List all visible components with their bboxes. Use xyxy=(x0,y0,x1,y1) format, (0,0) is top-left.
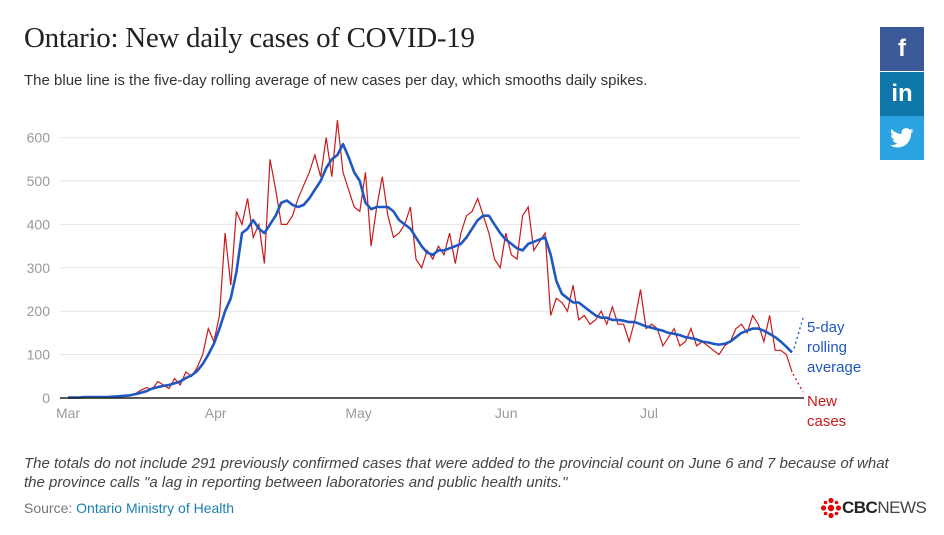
brand-light: NEWS xyxy=(877,498,927,517)
twitter-bird-icon xyxy=(890,128,914,148)
cbc-news-logo: CBCNEWS xyxy=(820,497,927,519)
x-tick-label: Jun xyxy=(495,405,518,421)
y-tick-label: 400 xyxy=(27,216,51,232)
facebook-icon: f xyxy=(898,35,906,62)
chart-subtitle: The blue line is the five-day rolling av… xyxy=(24,72,648,89)
covid-cases-line-chart: 0 100 200 300 400 500 600 Mar Apr May Jun Jul 5-da… xyxy=(27,120,861,430)
cbc-gem-icon xyxy=(820,497,842,519)
source-link[interactable]: Ontario Ministry of Health xyxy=(76,500,235,516)
facebook-share-button[interactable]: f xyxy=(880,27,924,71)
annotation-new-line2: cases xyxy=(807,413,846,430)
y-tick-label: 0 xyxy=(42,390,50,406)
y-tick-label: 500 xyxy=(27,173,51,189)
x-tick-label: May xyxy=(345,405,371,421)
x-tick-label: Mar xyxy=(56,405,80,421)
y-tick-label: 200 xyxy=(27,303,51,319)
series-line-new-cases xyxy=(68,120,793,399)
chart-title: Ontario: New daily cases of COVID-19 xyxy=(24,22,475,54)
y-tick-label: 600 xyxy=(27,130,51,146)
twitter-share-button[interactable] xyxy=(880,116,924,160)
grid-lines xyxy=(60,137,800,356)
annotation-avg-line3: average xyxy=(807,359,861,376)
y-axis-ticks: 0 100 200 300 400 500 600 xyxy=(27,130,51,406)
annotation-avg-line1: 5-day xyxy=(807,319,845,336)
annotation-new-line1: New xyxy=(807,393,837,410)
y-tick-label: 300 xyxy=(27,260,51,276)
brand-wordmark: CBCNEWS xyxy=(842,498,927,518)
x-tick-label: Jul xyxy=(640,405,658,421)
x-axis-ticks: Mar Apr May Jun Jul xyxy=(56,405,658,421)
annotation-leader-avg xyxy=(793,317,804,349)
series-line-rolling-average xyxy=(68,142,793,399)
linkedin-share-button[interactable]: in xyxy=(880,72,924,116)
y-tick-label: 100 xyxy=(27,347,51,363)
annotation-avg-line2: rolling xyxy=(807,339,847,356)
annotation-leader-new xyxy=(792,373,804,393)
linkedin-icon: in xyxy=(891,80,913,107)
x-tick-label: Apr xyxy=(205,405,227,421)
footnote: The totals do not include 291 previously… xyxy=(24,455,889,491)
brand-bold: CBC xyxy=(842,498,878,517)
source-label: Source: xyxy=(24,500,73,516)
source-line: Source: Ontario Ministry of Health xyxy=(24,500,234,516)
